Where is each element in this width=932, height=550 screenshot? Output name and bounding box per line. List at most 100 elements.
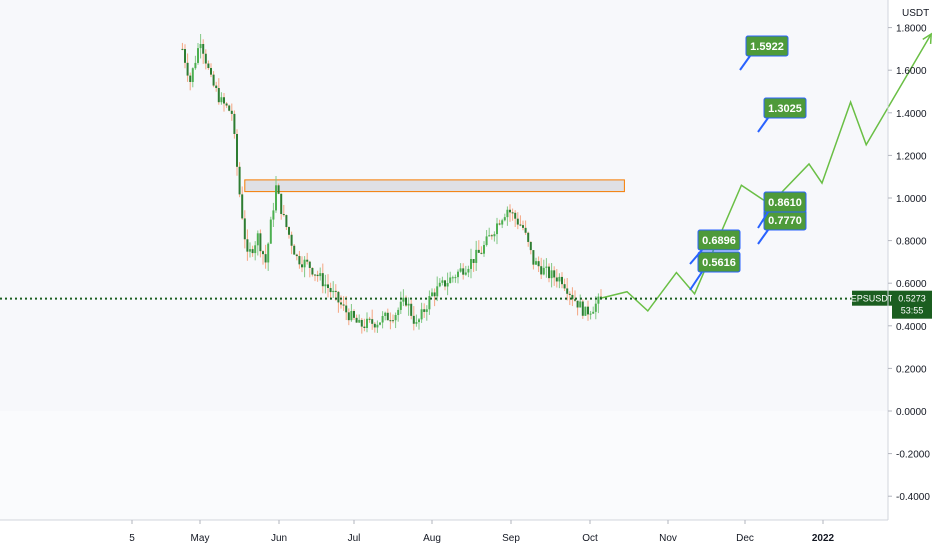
candle-body (204, 53, 207, 64)
candle-body (454, 277, 457, 279)
candle-body (272, 210, 275, 220)
candle-body (464, 272, 467, 275)
candle-body (189, 75, 192, 82)
candle-body (251, 249, 254, 254)
candle-body (233, 113, 236, 134)
callout-box (697, 229, 741, 251)
candle-body (220, 97, 223, 103)
candle-body (493, 234, 496, 237)
candle-body (384, 312, 387, 317)
candle-body (334, 290, 337, 292)
candle-body (477, 249, 480, 253)
candle-body (366, 318, 368, 328)
candle-body (360, 319, 363, 327)
last-price-label: 0.5273 (898, 294, 926, 304)
candle-body (514, 212, 517, 219)
candle-body (459, 268, 462, 272)
target-callout: 1.3025 (757, 97, 807, 133)
candle-body (186, 62, 189, 76)
target-label: 0.8610 (768, 197, 802, 209)
candle-body (563, 284, 566, 289)
target-callout: 0.5616 (689, 251, 741, 291)
candle-body (394, 315, 397, 321)
candle-body (355, 317, 358, 323)
candle-body (418, 319, 420, 323)
candle-body (423, 309, 426, 312)
candle-body (280, 193, 283, 214)
candle-body (407, 303, 410, 306)
candle-body (589, 313, 592, 315)
candle-body (306, 259, 309, 262)
candle-body (470, 259, 472, 269)
target-label: 1.5922 (750, 41, 784, 53)
candle-body (532, 250, 535, 265)
candle-body (298, 256, 301, 265)
callout-box (763, 97, 807, 119)
candle-body (581, 301, 584, 316)
candle-body (368, 318, 371, 320)
candle-body (428, 296, 431, 310)
target-label: 0.5616 (702, 257, 736, 269)
candle-body (321, 273, 324, 287)
candle-body (522, 225, 524, 228)
candle-body (217, 88, 220, 103)
candle-body (181, 48, 184, 50)
candle-body (194, 62, 197, 69)
candle-body (301, 264, 303, 268)
x-tick-label: Nov (659, 533, 677, 544)
candle-body (295, 254, 298, 257)
y-tick-label: 0.8000 (896, 237, 927, 248)
plot-background-lower (0, 411, 888, 520)
candle-body (485, 236, 488, 246)
candle-body (392, 320, 394, 322)
y-tick-label: -0.4000 (896, 492, 930, 503)
candle-body (282, 213, 285, 216)
candle-body (506, 209, 509, 218)
candle-body (288, 227, 290, 235)
candle-body (379, 322, 381, 325)
candle-body (329, 287, 332, 293)
candle-body (548, 266, 550, 279)
candle-body (337, 291, 340, 303)
candle-body (386, 312, 389, 321)
target-label: 0.7770 (768, 215, 802, 227)
candle-body (574, 299, 576, 301)
candle-body (324, 284, 327, 287)
candle-body (345, 305, 348, 313)
candle-body (475, 249, 478, 263)
callout-box (763, 191, 807, 213)
candle-body (550, 270, 553, 279)
candle-body (236, 133, 238, 167)
candle-body (566, 288, 569, 294)
candle-body (571, 294, 574, 300)
candle-body (438, 282, 441, 287)
y-tick-label: 0.2000 (896, 364, 927, 375)
candle-body (184, 49, 186, 63)
target-callout: 1.5922 (739, 35, 789, 71)
candle-body (243, 218, 246, 240)
candle-body (501, 220, 504, 225)
candle-body (594, 303, 597, 312)
candle-body (498, 223, 501, 225)
candle-body (303, 259, 306, 268)
candle-body (399, 301, 402, 310)
candle-body (529, 241, 532, 251)
candle-body (212, 74, 215, 86)
x-tick-label: May (191, 533, 210, 544)
candle-body (561, 276, 563, 285)
candle-body (441, 280, 444, 283)
candle-body (267, 243, 270, 263)
x-tick-label: Sep (502, 533, 520, 544)
x-tick-label: Aug (423, 533, 441, 544)
candle-body (347, 312, 350, 321)
quote-unit-label: USDT (902, 8, 929, 19)
candle-body (256, 233, 259, 246)
candle-body (308, 261, 311, 268)
y-tick-label: 1.0000 (896, 194, 927, 205)
candle-body (381, 316, 384, 323)
resistance-zone (244, 179, 625, 193)
candle-body (228, 105, 231, 111)
candle-body (511, 212, 514, 214)
